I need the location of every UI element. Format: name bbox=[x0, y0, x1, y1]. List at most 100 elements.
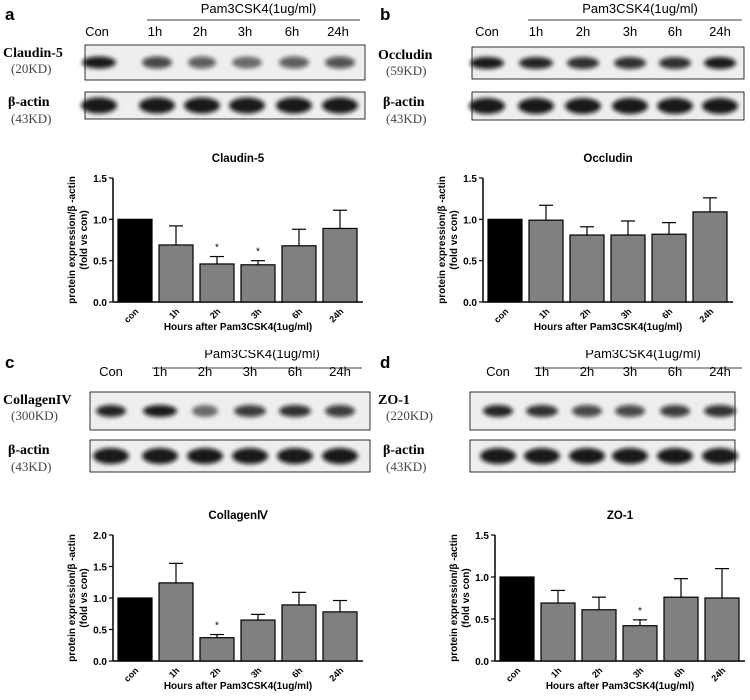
protein-size: (59KD) bbox=[386, 63, 426, 78]
protein-band bbox=[480, 448, 516, 464]
y-axis-label-line: (fold vs con) bbox=[79, 568, 90, 627]
chart-title: ZO-1 bbox=[607, 510, 634, 522]
lane-label: 1h bbox=[153, 364, 167, 379]
y-tick-label: 0.5 bbox=[475, 615, 489, 626]
protein-band bbox=[470, 57, 504, 69]
panel-svg: c Pam3CSK4(1ug/ml) Con 1h 2h 3h 6h 24h CollagenI… bbox=[3, 350, 371, 692]
protein-band bbox=[325, 405, 355, 417]
protein-band bbox=[96, 405, 126, 417]
protein-band bbox=[143, 405, 177, 417]
lane-label: 2h bbox=[576, 24, 590, 39]
protein-band bbox=[184, 97, 220, 114]
x-tick-label: 3h bbox=[249, 306, 264, 321]
panel-letter: b bbox=[380, 5, 390, 24]
protein-name: ZO-1 bbox=[378, 393, 410, 408]
x-tick-label: 1h bbox=[537, 306, 552, 321]
lane-label: Con bbox=[99, 364, 123, 379]
lane-label: 24h bbox=[329, 364, 351, 379]
lane-label: 1h bbox=[529, 24, 543, 39]
significance-marker: * bbox=[256, 247, 260, 258]
protein-band bbox=[612, 98, 648, 114]
lane-label: Con bbox=[475, 24, 499, 39]
significance-marker: * bbox=[215, 243, 219, 254]
lane-label: 3h bbox=[623, 364, 637, 379]
y-axis-label: protein expression/β -actin(fold vs con) bbox=[67, 534, 90, 662]
y-axis-label-line: (fold vs con) bbox=[461, 568, 472, 627]
bar-6h bbox=[663, 596, 699, 662]
protein-band bbox=[279, 405, 311, 417]
protein-band bbox=[657, 98, 693, 114]
y-tick-label: 1.0 bbox=[475, 573, 489, 584]
y-tick-label: 1.0 bbox=[93, 215, 107, 226]
actin-size: (43KD) bbox=[11, 459, 51, 474]
protein-band bbox=[234, 405, 266, 417]
protein-band bbox=[659, 57, 691, 69]
chart-title: Claudin-5 bbox=[212, 153, 265, 165]
y-axis-label-line: protein expression/β -actin bbox=[449, 534, 460, 662]
x-tick-label: 6h bbox=[290, 665, 305, 680]
protein-band bbox=[519, 57, 553, 69]
treatment-label: Pam3CSK4(1ug/ml) bbox=[582, 1, 698, 16]
x-tick-label: 1h bbox=[167, 665, 182, 680]
protein-band bbox=[469, 98, 505, 114]
x-tick-label: 2h bbox=[578, 306, 593, 321]
protein-band bbox=[704, 405, 736, 417]
panel-c: c Pam3CSK4(1ug/ml) Con 1h 2h 3h 6h 24h CollagenI… bbox=[0, 350, 375, 700]
actin-name: β-actin bbox=[8, 443, 50, 458]
x-tick-label: 1h bbox=[549, 665, 564, 680]
x-axis-label: Hours after Pam3CSK4(1ug/ml) bbox=[534, 322, 682, 333]
y-tick-label: 0.0 bbox=[463, 298, 477, 309]
actin-blot bbox=[469, 91, 745, 121]
bar-1h bbox=[158, 582, 194, 662]
protein-band bbox=[188, 56, 216, 69]
panel-letter: c bbox=[5, 353, 14, 372]
protein-size: (300KD) bbox=[11, 408, 58, 423]
bar-2h bbox=[199, 637, 235, 662]
protein-band bbox=[569, 448, 605, 464]
target-blot bbox=[469, 391, 736, 431]
chart-title: Occludin bbox=[583, 153, 632, 165]
bar-con bbox=[499, 576, 535, 662]
lane-label: Con bbox=[85, 24, 109, 39]
bar-6h bbox=[281, 245, 317, 303]
actin-size: (43KD) bbox=[11, 111, 51, 126]
bar-24h bbox=[322, 611, 358, 662]
significance-marker: * bbox=[638, 606, 642, 617]
protein-band bbox=[142, 56, 172, 69]
protein-band bbox=[322, 448, 358, 464]
protein-band bbox=[93, 448, 129, 464]
y-tick-label: 0.0 bbox=[475, 657, 489, 668]
protein-band bbox=[232, 56, 262, 69]
bar-con bbox=[487, 218, 523, 303]
actin-name: β-actin bbox=[383, 443, 425, 458]
protein-band bbox=[325, 56, 355, 69]
lane-label: 1h bbox=[148, 24, 162, 39]
actin-name: β-actin bbox=[383, 95, 425, 110]
blot-frame bbox=[471, 46, 745, 80]
actin-blot bbox=[81, 91, 366, 120]
x-tick-label: 24h bbox=[697, 306, 715, 324]
protein-band bbox=[612, 448, 648, 464]
bar-6h bbox=[281, 604, 317, 662]
y-axis-label: protein expression/β -actin(fold vs con) bbox=[437, 176, 460, 304]
lane-label: 1h bbox=[535, 364, 549, 379]
panel-letter: d bbox=[380, 353, 390, 372]
x-tick-label: 3h bbox=[631, 665, 646, 680]
bar-1h bbox=[540, 602, 576, 662]
lane-label: 24h bbox=[709, 24, 731, 39]
y-axis-label-line: (fold vs con) bbox=[449, 210, 460, 269]
bar-1h bbox=[528, 219, 564, 303]
bar-con bbox=[117, 597, 153, 662]
panel-svg: b Pam3CSK4(1ug/ml)Con 1h 2h 3h 6h 24hOccludin(… bbox=[378, 1, 745, 333]
panel-b: b Pam3CSK4(1ug/ml) Con 1h 2h 3h 6h 24h Occludin(… bbox=[375, 0, 750, 350]
blot-frame bbox=[469, 391, 736, 431]
blot-frame bbox=[84, 44, 366, 81]
protein-band bbox=[572, 405, 602, 417]
protein-name: Claudin-5 bbox=[3, 46, 63, 61]
protein-band bbox=[322, 97, 358, 114]
x-tick-label: con bbox=[122, 665, 140, 683]
x-axis-label: Hours after Pam3CSK4(1ug/ml) bbox=[546, 681, 694, 692]
x-axis-label: Hours after Pam3CSK4(1ug/ml) bbox=[164, 322, 312, 333]
